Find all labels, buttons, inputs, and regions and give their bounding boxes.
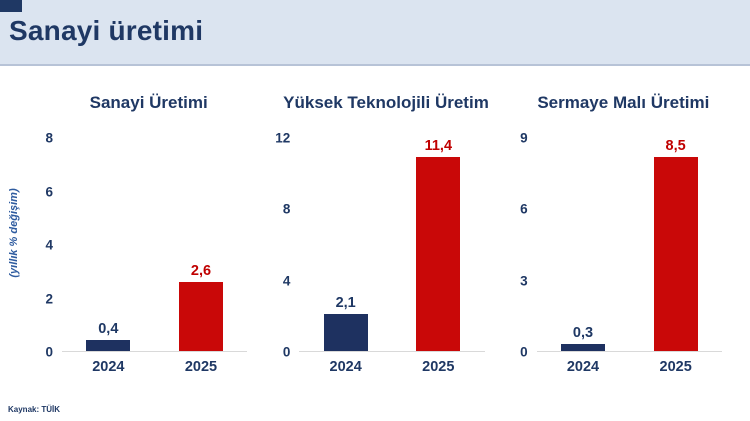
y-tick-label: 0 <box>282 344 291 360</box>
bar-group-2024: 0,4 <box>86 138 131 351</box>
x-axis: 2024 2025 <box>299 359 484 375</box>
y-tick-label: 8 <box>282 201 291 217</box>
chart-title: Yüksek Teknolojili Üretim <box>283 93 489 112</box>
plot-area: 0,4 2,6 <box>62 138 248 352</box>
y-tick-label: 0 <box>45 344 53 360</box>
x-category-label: 2024 <box>92 359 125 375</box>
bar-2024 <box>560 343 605 351</box>
y-axis: 0 4 8 12 <box>267 131 297 360</box>
bar-2025 <box>653 157 698 351</box>
y-tick-label: 6 <box>45 184 53 199</box>
bar-group-2025: 8,5 <box>653 138 698 351</box>
plot-row: 0 3 6 9 0,3 8,5 <box>505 131 742 360</box>
bar-2025 <box>178 281 223 351</box>
chart-yuksek-teknolojili-uretim: Yüksek Teknolojili Üretim 0 4 8 12 2,1 11,4 … <box>267 92 504 375</box>
y-tick-label: 8 <box>45 130 53 146</box>
corner-accent-square <box>0 0 22 12</box>
x-category-label: 2025 <box>422 359 455 375</box>
bar-group-2025: 11,4 <box>416 138 461 351</box>
y-axis: 0 3 6 9 <box>505 131 535 360</box>
plot-row: 0 2 4 6 8 0,4 2,6 <box>30 131 267 360</box>
y-tick-label: 4 <box>282 273 291 289</box>
bar-value-label: 2,6 <box>190 262 212 279</box>
bar-value-label: 8,5 <box>665 138 686 154</box>
bar-2025 <box>416 157 461 351</box>
bar-value-label: 0,4 <box>98 321 119 338</box>
y-tick-label: 3 <box>520 273 528 289</box>
chart-sanayi-uretimi: Sanayi Üretimi 0 2 4 6 8 0,4 2,6 2024 2025 <box>30 92 267 375</box>
y-axis-unit-label: (yıllık % değişim) <box>8 188 20 278</box>
page-title: Sanayi üretimi <box>9 15 204 46</box>
x-category-label: 2024 <box>329 359 362 375</box>
x-category-label: 2025 <box>184 359 218 375</box>
x-axis: 2024 2025 <box>537 359 722 375</box>
bar-group-2024: 0,3 <box>560 138 605 351</box>
y-axis: 0 2 4 6 8 <box>30 131 60 360</box>
chart-title: Sermaye Malı Üretimi <box>537 93 710 112</box>
bar-group-2024: 2,1 <box>323 138 368 351</box>
chart-title: Sanayi Üretimi <box>89 93 208 112</box>
x-axis: 2024 2025 <box>62 359 247 375</box>
plot-area: 2,1 11,4 <box>299 138 485 352</box>
y-tick-label: 2 <box>45 291 53 306</box>
plot-area: 0,3 8,5 <box>536 138 722 352</box>
charts-row: Sanayi Üretimi 0 2 4 6 8 0,4 2,6 2024 2025 Yük… <box>30 92 742 375</box>
x-category-label: 2024 <box>566 359 600 375</box>
y-tick-label: 6 <box>520 201 528 217</box>
bar-value-label: 2,1 <box>335 294 356 311</box>
y-tick-label: 9 <box>520 130 528 146</box>
y-tick-label: 0 <box>520 344 528 360</box>
x-category-label: 2025 <box>659 359 692 375</box>
bar-group-2025: 2,6 <box>178 138 223 351</box>
source-note: Kaynak: TÜİK <box>8 405 61 414</box>
y-tick-label: 4 <box>45 237 53 253</box>
bar-value-label: 0,3 <box>572 324 594 341</box>
bar-value-label: 11,4 <box>424 138 453 154</box>
plot-row: 0 4 8 12 2,1 11,4 <box>267 131 504 360</box>
bar-2024 <box>323 313 368 351</box>
y-tick-label: 12 <box>275 130 291 146</box>
bar-2024 <box>86 340 131 351</box>
header-bar: Sanayi üretimi <box>0 0 750 66</box>
